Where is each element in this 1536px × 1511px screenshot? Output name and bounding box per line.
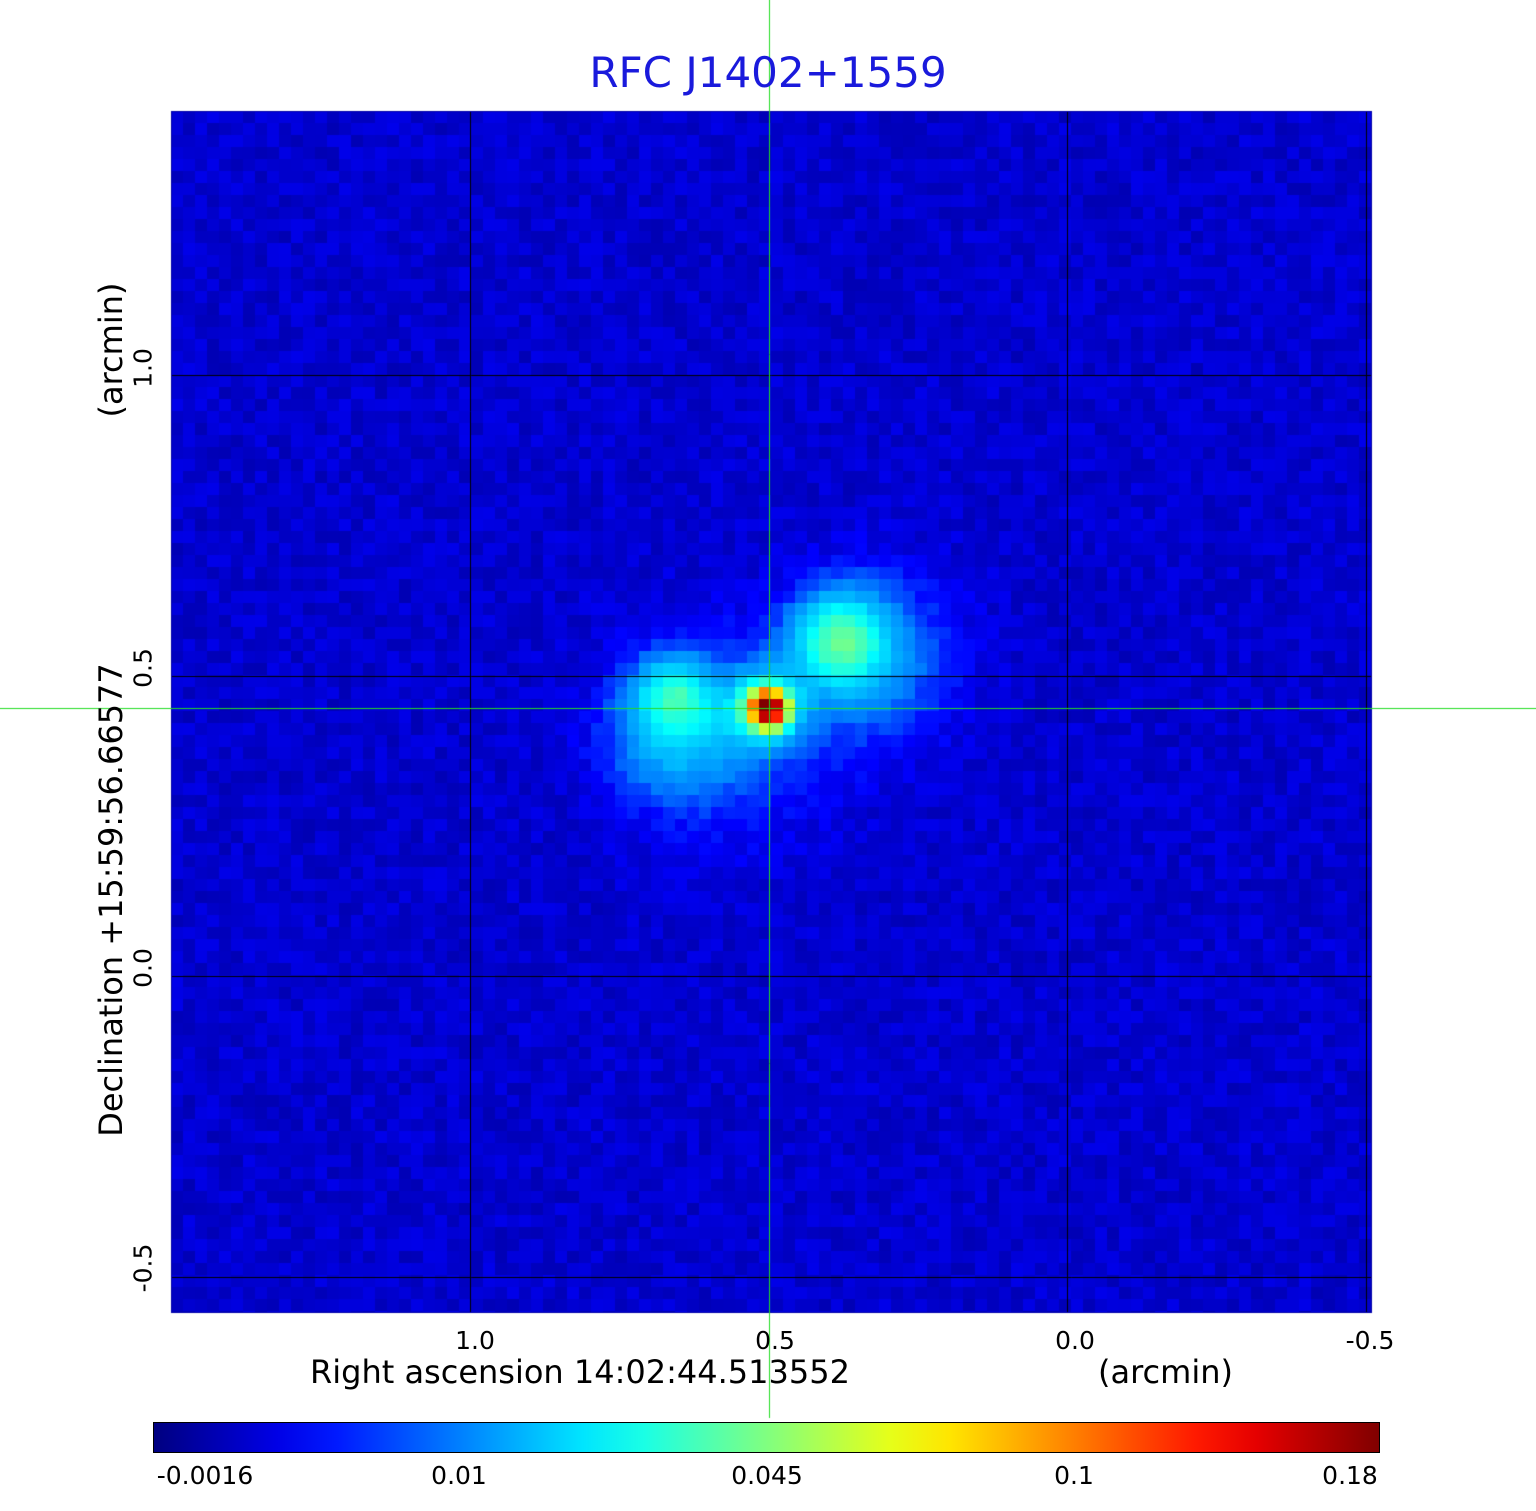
colorbar-tick-label: 0.045 [731,1461,803,1490]
colorbar [153,1422,1380,1453]
y-axis-label: Declination +15:59:56.66577 [92,663,130,1137]
y-axis-unit: (arcmin) [92,282,130,418]
y-tick-label: -0.5 [128,1243,158,1293]
x-tick-label: 1.0 [455,1326,495,1355]
colorbar-tick-label: -0.0016 [156,1461,254,1490]
colorbar-tick-label: 0.18 [1322,1461,1378,1490]
x-tick-label: 0.5 [755,1326,795,1355]
chart-title: RFC J1402+1559 [589,48,947,97]
y-tick-label: 0.0 [128,948,158,988]
x-tick-label: -0.5 [1345,1326,1395,1355]
colorbar-tick-label: 0.1 [1054,1461,1094,1490]
colorbar-tick-label: 0.01 [431,1461,487,1490]
y-tick-label: 0.5 [128,648,158,688]
x-axis-unit: (arcmin) [1098,1353,1233,1391]
x-axis-label: Right ascension 14:02:44.513552 [310,1353,850,1391]
y-tick-label: 1.0 [128,348,158,388]
x-tick-label: 0.0 [1055,1326,1095,1355]
sky-map-plot [0,0,1536,1420]
